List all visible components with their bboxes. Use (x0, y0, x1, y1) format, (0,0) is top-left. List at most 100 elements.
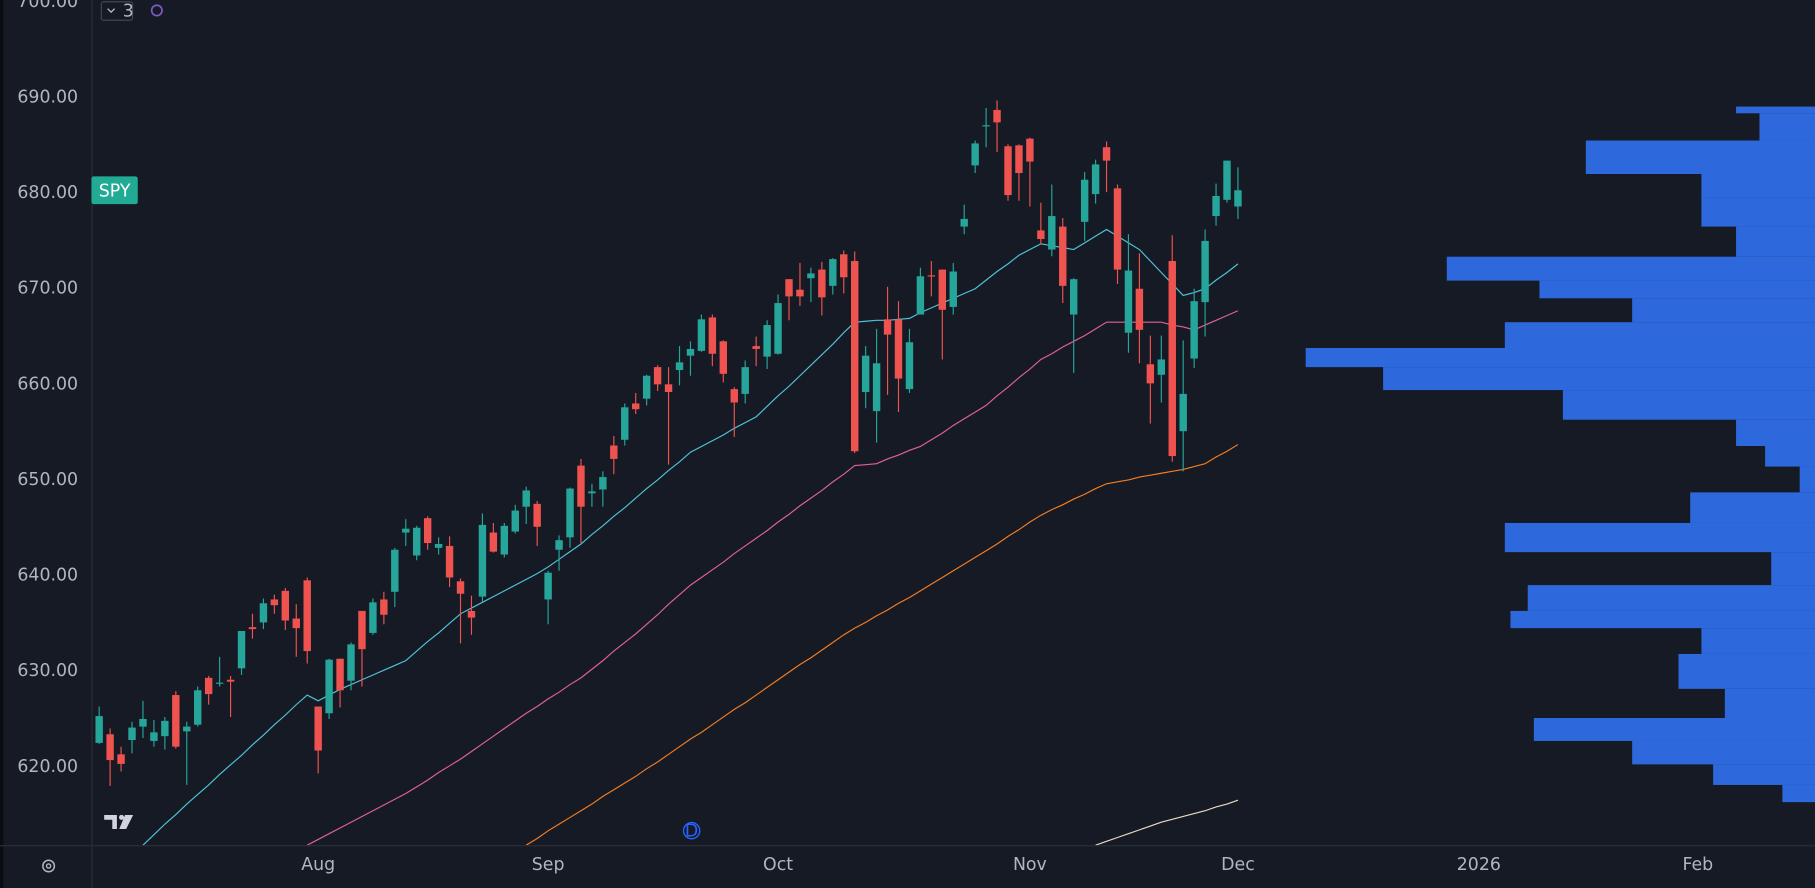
y-tick-label: 650.00 (17, 470, 78, 490)
candle-body (128, 727, 136, 740)
candle-body (95, 716, 103, 743)
indicator-line (1095, 799, 1239, 846)
volume-profile-bar (1724, 688, 1815, 719)
chevron-icon (107, 8, 116, 14)
plot-area (95, 100, 1815, 846)
y-tick-label: 690.00 (17, 88, 78, 108)
volume-profile-bar (1533, 718, 1815, 741)
candle-body (577, 465, 585, 507)
candle-body (686, 348, 695, 356)
candle-body (303, 580, 311, 652)
candle-body (423, 518, 432, 544)
candle-body (270, 599, 279, 606)
interval-badge[interactable]: 3 (100, 1, 134, 22)
candle-body (1223, 160, 1231, 200)
candle-body (675, 362, 684, 370)
volume-profile-bar (1736, 106, 1815, 114)
candle-body (380, 599, 388, 615)
volume-profile-bar (1383, 367, 1815, 391)
x-tick-label: Nov (1013, 855, 1047, 875)
volume-profile-bar (1446, 256, 1815, 281)
candle-body (1190, 301, 1198, 359)
candle-body (544, 572, 552, 600)
volume-profile-bar (1527, 585, 1815, 611)
candle-body (861, 355, 870, 392)
gear-ring (42, 859, 56, 873)
volume-profile-bar (1771, 552, 1815, 586)
candle-body (730, 389, 738, 403)
volume-profile-bar (1585, 140, 1815, 175)
candle-body (1037, 230, 1045, 240)
candle-body (588, 491, 596, 494)
candle-body (774, 303, 782, 354)
x-tick-label: Feb (1682, 855, 1713, 875)
candle-body (807, 273, 815, 279)
candle-body (226, 679, 235, 682)
volume-profile-bar (1736, 419, 1815, 447)
volume-profile-bar (1701, 628, 1815, 654)
candle-body (763, 325, 771, 357)
candle-body (1113, 188, 1122, 270)
candle-body (511, 510, 519, 532)
candle-body (1146, 364, 1155, 384)
settings-icon[interactable] (42, 859, 56, 873)
candle-body (347, 644, 355, 681)
volume-profile-bar (1678, 653, 1815, 689)
candle-body (599, 477, 607, 490)
volume-profile-bar (1765, 446, 1815, 467)
event-marker[interactable]: D (682, 821, 701, 841)
volume-profile-bar (1782, 784, 1815, 803)
candle-body (489, 532, 498, 552)
volume-profile-bar (1632, 740, 1815, 765)
y-tick-label: 640.00 (17, 566, 78, 586)
logo-part (104, 815, 117, 829)
event-text: D (685, 821, 698, 841)
candle-body (358, 610, 366, 650)
candle-body (610, 445, 618, 459)
logo-part (118, 814, 125, 820)
candle-body (248, 627, 257, 630)
y-tick-label: 620.00 (17, 757, 78, 777)
candle-body (664, 384, 673, 392)
candle-body (993, 109, 1001, 123)
candle-body (215, 682, 224, 684)
candle-body (829, 259, 837, 286)
candle-body (1157, 359, 1166, 375)
candle-body (183, 726, 191, 732)
candle-body (237, 631, 246, 669)
candle-body (632, 403, 640, 410)
symbol-text: SPY (99, 181, 131, 201)
volume-profile-bar (1305, 348, 1815, 368)
y-tick-label: 680.00 (17, 183, 78, 203)
candle-body (467, 610, 476, 618)
x-tick-label: Sep (532, 855, 565, 875)
volume-profile-bar (1701, 174, 1815, 198)
x-tick-label: Aug (301, 855, 335, 875)
volume-profile-bar (1539, 280, 1815, 299)
candle-body (456, 581, 465, 594)
candle-body (642, 375, 651, 399)
candle-body (533, 503, 541, 527)
candle-body (259, 603, 268, 623)
candle-body (1124, 270, 1133, 333)
candle-body (741, 367, 749, 394)
indicator-line (306, 310, 1239, 846)
candle-body (621, 407, 629, 440)
candle-body (117, 754, 125, 764)
candle-body (314, 706, 322, 751)
candle-body (818, 269, 826, 298)
candle-body (851, 261, 859, 452)
volume-profile-bar (1510, 610, 1815, 629)
candle-body (708, 317, 717, 354)
candle-body (1026, 138, 1034, 162)
gear-center (45, 863, 52, 869)
candle-body (402, 528, 410, 533)
candle-body (434, 544, 443, 548)
status-icon[interactable] (150, 4, 163, 17)
candle-body (1168, 261, 1176, 457)
tradingview-logo (104, 814, 134, 829)
candle-body (500, 525, 509, 555)
